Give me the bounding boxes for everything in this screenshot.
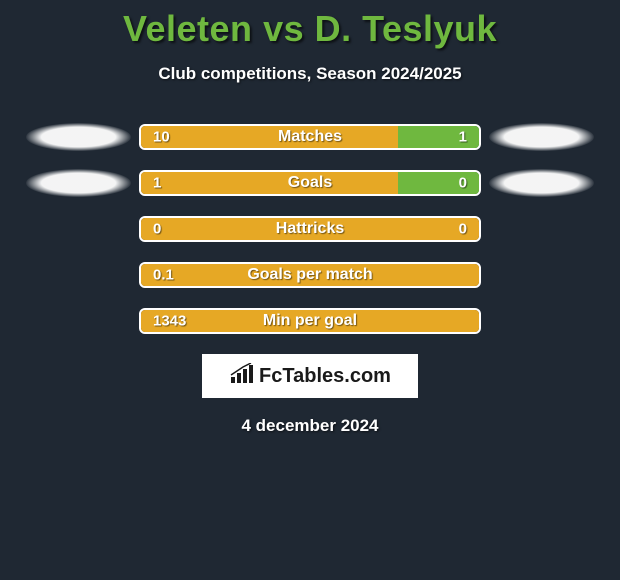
value-right: 1 xyxy=(459,129,467,146)
stat-label: Hattricks xyxy=(276,220,344,238)
player2-badge xyxy=(489,169,594,197)
stat-label: Goals per match xyxy=(247,266,372,284)
stat-label: Goals xyxy=(288,174,332,192)
logo-text: FcTables.com xyxy=(259,365,391,388)
value-right: 0 xyxy=(459,221,467,238)
date-text: 4 december 2024 xyxy=(0,416,620,436)
value-left: 0 xyxy=(153,221,161,238)
stat-bar: 10 1 Matches xyxy=(139,124,481,150)
player2-name: D. Teslyuk xyxy=(315,8,497,49)
player1-badge xyxy=(26,169,131,197)
vs-text: vs xyxy=(263,8,304,49)
player2-badge xyxy=(489,123,594,151)
header: Veleten vs D. Teslyuk Club competitions,… xyxy=(0,0,620,84)
chart-icon xyxy=(229,363,255,390)
logo-box[interactable]: FcTables.com xyxy=(202,354,418,398)
stat-row: 1 0 Goals xyxy=(0,170,620,196)
value-left: 1 xyxy=(153,175,161,192)
page-title: Veleten vs D. Teslyuk xyxy=(0,8,620,50)
stat-label: Min per goal xyxy=(263,312,357,330)
comparison-chart: 101Matches10Goals00Hattricks0.1Goals per… xyxy=(0,124,620,334)
player1-badge xyxy=(26,123,131,151)
logo: FcTables.com xyxy=(229,363,391,390)
stat-label: Matches xyxy=(278,128,342,146)
value-left: 1343 xyxy=(153,313,186,330)
subtitle: Club competitions, Season 2024/2025 xyxy=(0,64,620,84)
stat-bar: 0 0 Hattricks xyxy=(139,216,481,242)
value-left: 0.1 xyxy=(153,267,174,284)
stat-row: 0 0 Hattricks xyxy=(0,216,620,242)
stat-bar: 1 0 Goals xyxy=(139,170,481,196)
stat-row: 0.1 Goals per match xyxy=(0,262,620,288)
value-left: 10 xyxy=(153,129,170,146)
stat-row: 10 1 Matches xyxy=(0,124,620,150)
value-right: 0 xyxy=(459,175,467,192)
stat-bar: 0.1 Goals per match xyxy=(139,262,481,288)
stat-row: 1343 Min per goal xyxy=(0,308,620,334)
bar-left xyxy=(141,172,398,194)
bar-left xyxy=(141,126,398,148)
stat-bar: 1343 Min per goal xyxy=(139,308,481,334)
player1-name: Veleten xyxy=(123,8,253,49)
